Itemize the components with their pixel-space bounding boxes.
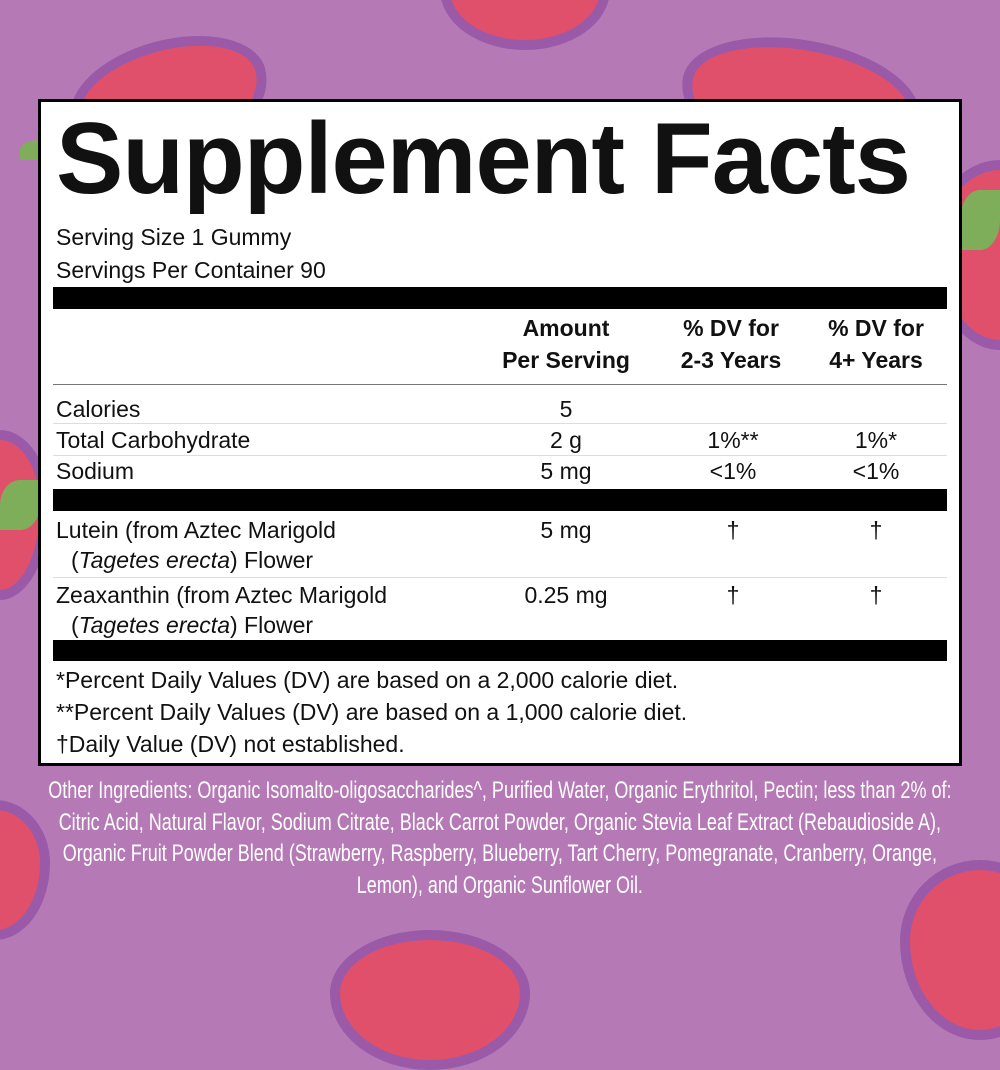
servings-per-container: Servings Per Container 90 bbox=[56, 257, 326, 283]
footnote: †Daily Value (DV) not established. bbox=[56, 731, 405, 757]
supplement-facts-panel: Supplement Facts Serving Size 1 Gummy Se… bbox=[38, 99, 962, 766]
divider-bar bbox=[53, 489, 947, 511]
latin-name: Tagetes erecta bbox=[78, 547, 230, 573]
ingredient-name: Zeaxanthin (from Aztec Marigold bbox=[56, 582, 388, 608]
header-dv4-line2: 4+ Years bbox=[829, 347, 923, 373]
nutrient-amount: 2 g bbox=[550, 427, 582, 453]
nutrient-amount: 5 bbox=[559, 396, 573, 422]
footnote: **Percent Daily Values (DV) are based on… bbox=[56, 699, 688, 725]
nutrient-dv-4: <1% bbox=[852, 458, 900, 484]
row-divider bbox=[53, 455, 947, 456]
ingredient-amount: 0.25 mg bbox=[524, 582, 608, 608]
nutrient-amount: 5 mg bbox=[540, 458, 592, 484]
header-dv-4: % DV for 4+ Years bbox=[801, 312, 951, 376]
header-amount-line2: Per Serving bbox=[502, 347, 630, 373]
latin-name: Tagetes erecta bbox=[78, 612, 230, 638]
divider-bar bbox=[53, 640, 947, 661]
other-ingredients: Other Ingredients: Organic Isomalto-olig… bbox=[0, 775, 1000, 901]
ingredient-amount: 5 mg bbox=[540, 517, 592, 543]
header-amount-line1: Amount bbox=[522, 315, 610, 341]
header-dv23-line1: % DV for bbox=[683, 315, 779, 341]
ingredient-dv-2-3: † bbox=[726, 517, 740, 543]
nutrient-dv-2-3: <1% bbox=[709, 458, 757, 484]
nutrient-name: Total Carbohydrate bbox=[56, 427, 251, 453]
divider-bar bbox=[53, 287, 947, 309]
nutrient-name: Sodium bbox=[56, 458, 134, 484]
serving-size: Serving Size 1 Gummy bbox=[56, 224, 292, 250]
nutrient-dv-2-3: 1%** bbox=[707, 427, 759, 453]
ingredient-source: (Tagetes erecta) Flower bbox=[71, 547, 314, 573]
panel-title: Supplement Facts bbox=[56, 103, 911, 215]
row-divider bbox=[53, 423, 947, 424]
nutrient-dv-4: 1%* bbox=[854, 427, 898, 453]
ingredient-dv-2-3: † bbox=[726, 582, 740, 608]
header-dv23-line2: 2-3 Years bbox=[680, 347, 782, 373]
divider-line bbox=[53, 384, 947, 385]
nutrient-name: Calories bbox=[56, 396, 141, 422]
ingredient-name: Lutein (from Aztec Marigold bbox=[56, 517, 336, 543]
other-ingredients-text: Other Ingredients: Organic Isomalto-olig… bbox=[48, 777, 952, 899]
ingredient-dv-4: † bbox=[869, 582, 883, 608]
header-dv-2-3: % DV for 2-3 Years bbox=[656, 312, 806, 376]
header-dv4-line1: % DV for bbox=[828, 315, 924, 341]
header-amount: Amount Per Serving bbox=[486, 312, 646, 376]
source-suffix: ) Flower bbox=[229, 547, 314, 573]
footnote: *Percent Daily Values (DV) are based on … bbox=[56, 667, 679, 693]
ingredient-source: (Tagetes erecta) Flower bbox=[71, 612, 314, 638]
source-suffix: ) Flower bbox=[229, 612, 314, 638]
ingredient-dv-4: † bbox=[869, 517, 883, 543]
row-divider bbox=[53, 577, 947, 578]
